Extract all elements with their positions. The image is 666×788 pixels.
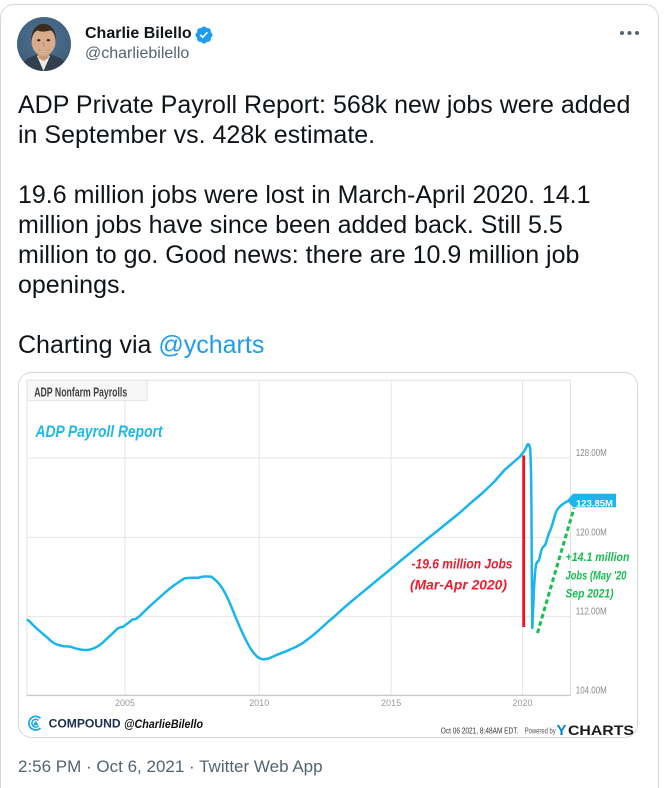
svg-text:(Mar-Apr 2020): (Mar-Apr 2020)	[410, 578, 508, 593]
svg-text:ADP Nonfarm Payrolls: ADP Nonfarm Payrolls	[34, 385, 127, 399]
svg-text:Powered by: Powered by	[525, 726, 557, 736]
svg-text:Y: Y	[557, 722, 567, 738]
svg-text:104.00M: 104.00M	[576, 685, 607, 696]
svg-text:Oct 06 2021, 8:48AM EDT.: Oct 06 2021, 8:48AM EDT.	[441, 726, 519, 736]
svg-text:ADP Payroll Report: ADP Payroll Report	[35, 422, 164, 441]
svg-text:123.85M: 123.85M	[576, 498, 613, 509]
svg-text:Sep 2021): Sep 2021)	[566, 589, 614, 601]
svg-text:112.00M: 112.00M	[576, 607, 607, 618]
svg-text:CHARTS: CHARTS	[568, 722, 634, 738]
svg-text:Jobs (May '20: Jobs (May '20	[566, 571, 627, 583]
svg-text:2015: 2015	[381, 698, 401, 708]
svg-text:2010: 2010	[249, 698, 269, 708]
svg-text:COMPOUND: COMPOUND	[49, 719, 121, 731]
svg-text:@CharlieBilello: @CharlieBilello	[124, 717, 203, 731]
svg-text:2005: 2005	[115, 698, 135, 708]
svg-text:-19.6 million Jobs: -19.6 million Jobs	[412, 557, 513, 572]
svg-text:+14.1 million: +14.1 million	[566, 552, 630, 564]
svg-text:2020: 2020	[512, 698, 532, 708]
svg-text:128.00M: 128.00M	[576, 448, 607, 459]
svg-text:120.00M: 120.00M	[576, 527, 607, 538]
